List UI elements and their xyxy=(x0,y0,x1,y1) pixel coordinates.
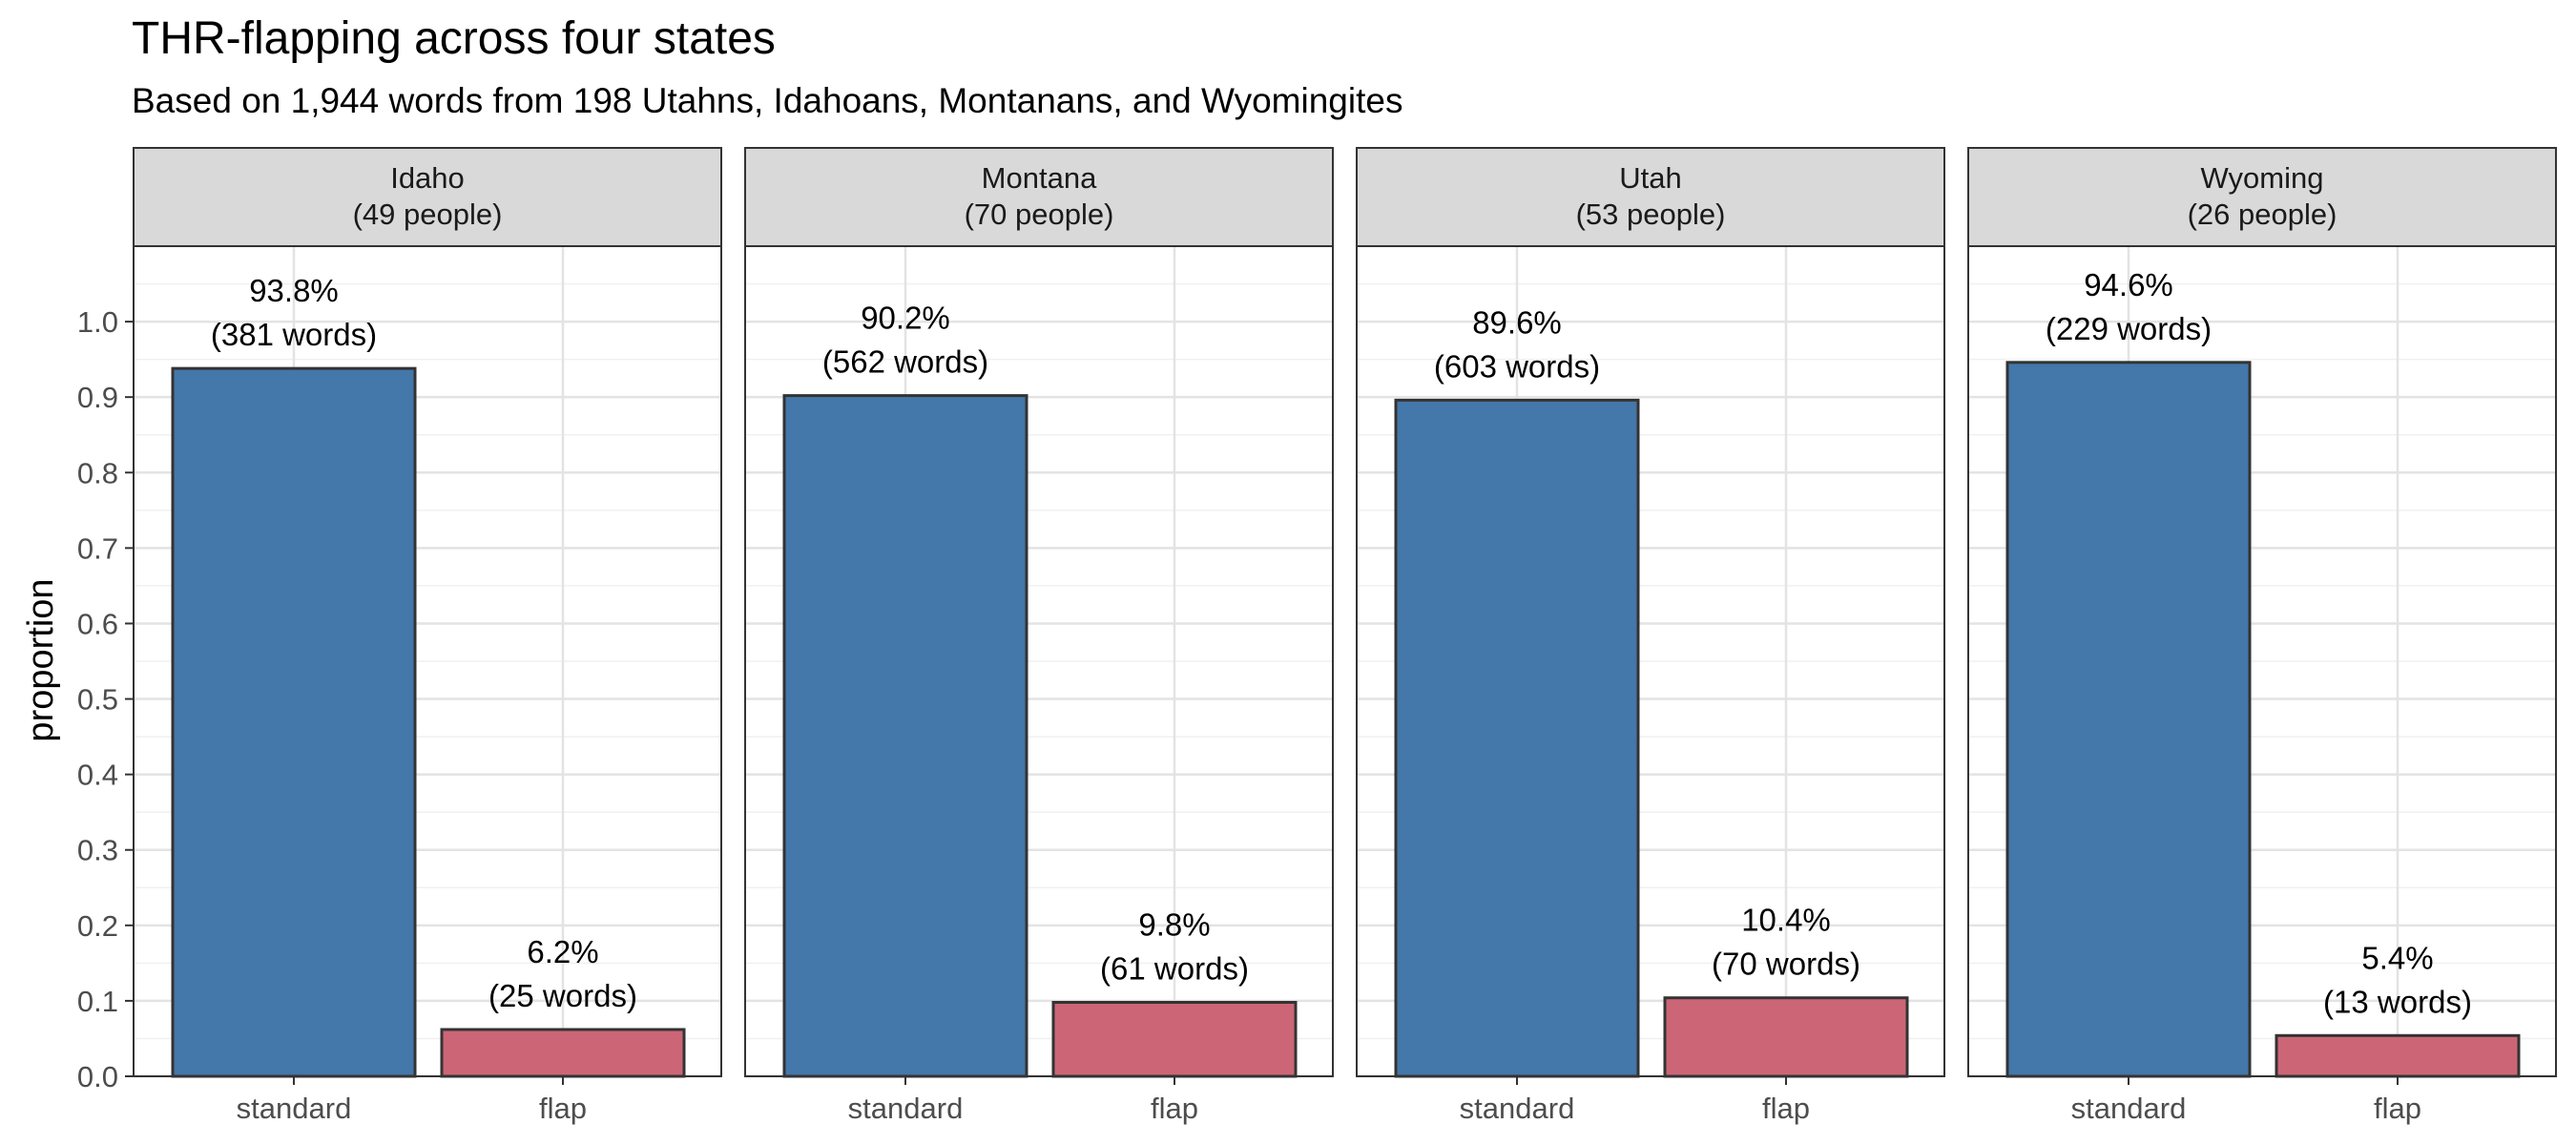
y-tick-label: 0.2 xyxy=(77,909,118,943)
x-tick-label: flap xyxy=(1151,1092,1198,1125)
facet-panel-utah: Utah(53 people) 89.6% (603 words) standard 1… xyxy=(1356,147,1945,1125)
panel-border xyxy=(744,245,1334,1077)
x-tick-label: standard xyxy=(2071,1092,2187,1125)
data-label-percent: 5.4% xyxy=(2361,940,2433,975)
chart-title: THR-flapping across four states xyxy=(132,13,776,64)
bar-flap xyxy=(1051,1000,1298,1078)
bar-flap xyxy=(1663,996,1909,1078)
data-label-percent: 10.4% xyxy=(1741,903,1831,938)
facet-panel-idaho: Idaho(49 people) 93.8% (381 words) standard… xyxy=(133,147,722,1125)
data-label-percent: 90.2% xyxy=(861,301,950,336)
facet-strip-people: (26 people) xyxy=(2188,198,2337,231)
data-label-percent: 94.6% xyxy=(2084,267,2173,302)
data-label-words: (229 words) xyxy=(2046,311,2212,346)
y-tick-label: 0.9 xyxy=(77,381,118,414)
facet-strip xyxy=(133,147,722,247)
y-tick-label: 0.6 xyxy=(77,607,118,640)
bar-standard xyxy=(782,394,1028,1078)
y-axis: 0.0 0.1 0.2 0.3 0.4 0.5 0.6 0.7 0.8 0.9 1.0 xyxy=(77,305,134,1093)
data-label-words: (381 words) xyxy=(211,317,377,352)
facet-panel-montana: Montana(70 people) 90.2% (562 words) standa… xyxy=(744,147,1334,1125)
facet-strip-people: (70 people) xyxy=(965,198,1114,231)
panel-border xyxy=(133,245,722,1077)
facet-strip-people: (49 people) xyxy=(353,198,503,231)
x-tick-label: standard xyxy=(848,1092,964,1125)
y-axis-title: proportion xyxy=(21,578,61,741)
facet-strip-state: Utah xyxy=(1619,161,1681,195)
facet-strip-state: Wyoming xyxy=(2201,161,2324,195)
bar-standard xyxy=(2005,361,2252,1078)
x-tick-label: standard xyxy=(237,1092,352,1125)
data-label-percent: 6.2% xyxy=(527,934,598,969)
y-tick-label: 0.5 xyxy=(77,683,118,717)
chart-subtitle: Based on 1,944 words from 198 Utahns, Id… xyxy=(132,81,1402,120)
data-label-words: (562 words) xyxy=(822,344,988,380)
facet-strip-people: (53 people) xyxy=(1576,198,1726,231)
data-label-percent: 89.6% xyxy=(1472,304,1562,340)
data-label-words: (25 words) xyxy=(488,978,637,1013)
panel-border xyxy=(1967,245,2557,1077)
bar-flap xyxy=(2275,1033,2521,1078)
panel-border xyxy=(1356,245,1945,1077)
bar-flap xyxy=(440,1028,686,1078)
data-label-percent: 93.8% xyxy=(249,273,339,308)
y-tick-label: 0.8 xyxy=(77,456,118,489)
data-label-words: (13 words) xyxy=(2323,984,2472,1019)
x-tick-label: standard xyxy=(1460,1092,1575,1125)
facet-strip xyxy=(1967,147,2557,247)
y-tick-label: 0.3 xyxy=(77,834,118,867)
y-tick-label: 0.0 xyxy=(77,1060,118,1093)
x-tick-label: flap xyxy=(2374,1092,2421,1125)
data-label-words: (70 words) xyxy=(1712,947,1860,982)
data-label-words: (61 words) xyxy=(1100,950,1249,986)
facet-panels: Idaho(49 people) 93.8% (381 words) standard… xyxy=(133,147,2557,1125)
y-tick-label: 0.7 xyxy=(77,531,118,565)
x-tick-label: flap xyxy=(539,1092,587,1125)
y-tick-label: 1.0 xyxy=(77,305,118,339)
x-tick-label: flap xyxy=(1762,1092,1810,1125)
bar-standard xyxy=(1394,398,1640,1078)
facet-strip-state: Idaho xyxy=(390,161,465,195)
facet-strip-state: Montana xyxy=(982,161,1097,195)
data-label-percent: 9.8% xyxy=(1138,906,1210,942)
bar-standard xyxy=(171,366,417,1078)
data-label-words: (603 words) xyxy=(1434,348,1600,384)
facet-strip xyxy=(1356,147,1945,247)
y-tick-label: 0.4 xyxy=(77,759,118,792)
facet-panel-wyoming: Wyoming(26 people) 94.6% (229 words) standa… xyxy=(1967,147,2557,1125)
y-tick-label: 0.1 xyxy=(77,985,118,1018)
